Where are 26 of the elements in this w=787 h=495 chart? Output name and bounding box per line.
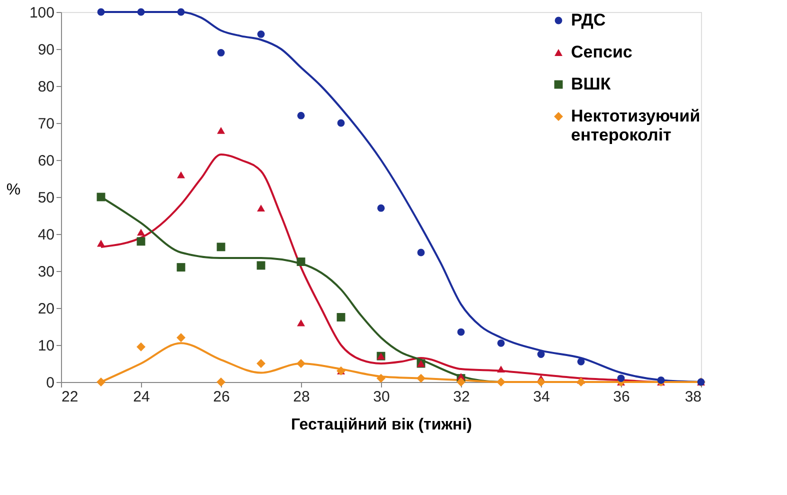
x-tick-label: 38	[684, 388, 702, 406]
x-tick-label: 28	[293, 388, 310, 406]
y-tick-label: 0	[46, 374, 54, 392]
legend-label: ВШК	[571, 74, 612, 94]
y-tick-label: 100	[29, 4, 54, 22]
y-axis-title: %	[6, 182, 21, 198]
x-tick-label: 32	[453, 388, 470, 406]
x-tick-label: 24	[133, 388, 150, 406]
legend-label: Нектотизуючий ентероколіт	[571, 106, 700, 144]
y-tick-label: 90	[38, 42, 54, 58]
x-tick-label: 26	[213, 388, 230, 406]
x-axis-title: Гестаційний вік (тижні)	[291, 416, 472, 434]
y-tick-label: 30	[38, 264, 54, 280]
y-tick-label: 70	[38, 116, 54, 132]
x-tick-label: 34	[533, 388, 550, 406]
y-tick-label: 80	[38, 78, 54, 96]
y-tick-label: 50	[38, 190, 54, 206]
legend-label: РДС	[571, 10, 606, 30]
y-tick-label: 60	[38, 152, 54, 170]
y-tick-label: 40	[38, 226, 54, 244]
legend-label: Сепсис	[571, 42, 632, 62]
y-tick-label: 20	[38, 300, 54, 318]
x-tick-label: 22	[62, 388, 78, 406]
y-tick-label: 10	[38, 338, 54, 354]
x-tick-label: 30	[373, 388, 390, 406]
x-tick-label: 36	[613, 388, 630, 406]
